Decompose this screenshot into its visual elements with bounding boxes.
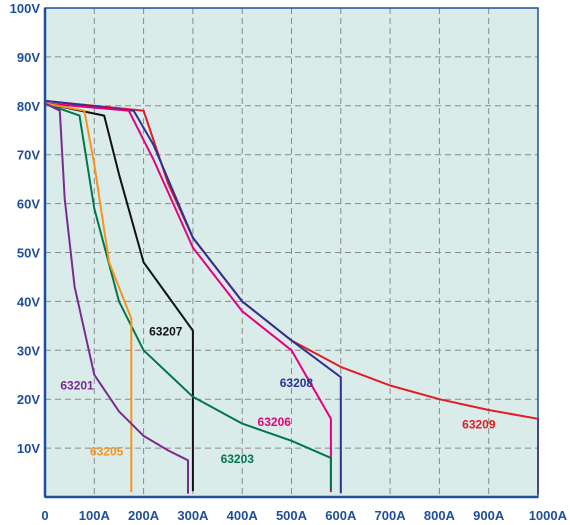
y-tick-label: 50V: [17, 246, 40, 261]
y-tick-label: 20V: [17, 392, 40, 407]
x-tick-label: 600A: [325, 508, 357, 523]
y-tick-label: 60V: [17, 197, 40, 212]
series-line-63208: [44, 99, 342, 494]
x-tick-label: 500A: [276, 508, 308, 523]
series-label-63209: 63209: [462, 418, 496, 432]
series-line-63201: [44, 102, 189, 494]
y-tick-label: 10V: [17, 441, 40, 456]
series-labels: 63209 63208 63206 63207 63203 63205 63201: [60, 325, 495, 466]
series-line-63203: [44, 102, 332, 490]
y-tick-label: 100V: [10, 1, 41, 16]
y-tick-label: 40V: [17, 294, 40, 309]
y-tick-label: 70V: [17, 148, 40, 163]
x-tick-label: 700A: [375, 508, 407, 523]
series-line-63206: [44, 102, 332, 493]
y-tick-label: 90V: [17, 50, 40, 65]
series-label-63206: 63206: [258, 415, 292, 429]
series-label-63201: 63201: [60, 378, 94, 392]
series-label-63207: 63207: [149, 325, 183, 339]
series-label-63205: 63205: [90, 444, 124, 458]
x-tick-label: 900A: [473, 508, 505, 523]
x-tick-label: 0: [41, 508, 48, 523]
y-tick-label: 30V: [17, 343, 40, 358]
series-label-63203: 63203: [221, 452, 255, 466]
x-tick-label: 300A: [177, 508, 209, 523]
x-tick-label: 400A: [227, 508, 259, 523]
x-tick-label: 800A: [424, 508, 456, 523]
series-label-63208: 63208: [280, 376, 314, 390]
y-tick-label: 80V: [17, 99, 40, 114]
x-tick-label: 200A: [128, 508, 160, 523]
tick-labels: 0 100A 200A 300A 400A 500A 600A 700A 800A 900A 100…: [10, 1, 568, 523]
axes: [43, 7, 539, 499]
x-tick-label: 1000A: [529, 508, 568, 523]
x-tick-label: 100A: [79, 508, 111, 523]
